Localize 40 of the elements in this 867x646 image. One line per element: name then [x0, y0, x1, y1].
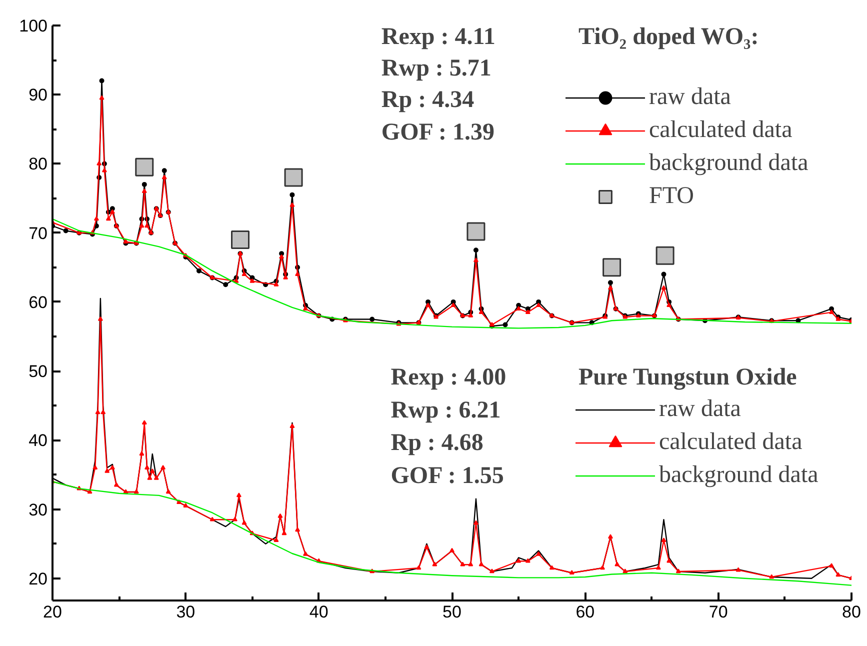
x-tick-label: 50 [442, 602, 462, 622]
y-tick-label: 100 [19, 16, 48, 36]
y-tick-label: 60 [28, 292, 48, 312]
annotation: Rwp : 5.71 [381, 55, 492, 82]
point [656, 246, 674, 265]
annotation: Rwp : 6.21 [390, 397, 501, 424]
point [602, 258, 622, 277]
legend-label: raw data [649, 83, 731, 112]
legend-label: calculated data [649, 116, 792, 145]
annotation: Rexp : 4.11 [381, 24, 496, 50]
annotation: Rp : 4.34 [381, 87, 474, 114]
annotation: GOF : 1.39 [381, 120, 495, 146]
x-tick-label: 40 [309, 602, 328, 622]
annotation: Rp : 4.68 [390, 430, 484, 456]
annotation: Rexp : 4.00 [390, 364, 506, 390]
legend-label: FTO [649, 182, 694, 211]
y-tick-label: 30 [28, 500, 48, 520]
annotation: Pure Tungstun Oxide [578, 364, 798, 390]
x-tick-label: 80 [842, 602, 861, 622]
legend-label: background data [649, 149, 808, 178]
x-tick-label: 30 [176, 602, 196, 622]
x-tick-label: 60 [576, 602, 595, 622]
legend-label: background data [659, 461, 818, 490]
x-tick-label: 20 [43, 602, 62, 622]
x-tick-label: 70 [708, 602, 728, 622]
legend-label: raw data [659, 395, 741, 424]
point [135, 158, 154, 176]
annotation: GOF : 1.55 [390, 463, 504, 490]
point [231, 230, 250, 249]
legend-label: calculated data [659, 428, 802, 457]
line-series [52, 218, 852, 329]
y-tick-label: 80 [28, 154, 48, 174]
point [284, 168, 303, 187]
y-tick-label: 20 [28, 569, 48, 588]
annotation: TiO₂ doped WO₃: [578, 24, 759, 50]
point [466, 222, 486, 241]
y-tick-label: 70 [28, 224, 48, 243]
y-tick-label: 90 [28, 86, 48, 105]
y-tick-label: 50 [28, 362, 48, 382]
y-tick-label: 40 [28, 431, 48, 450]
